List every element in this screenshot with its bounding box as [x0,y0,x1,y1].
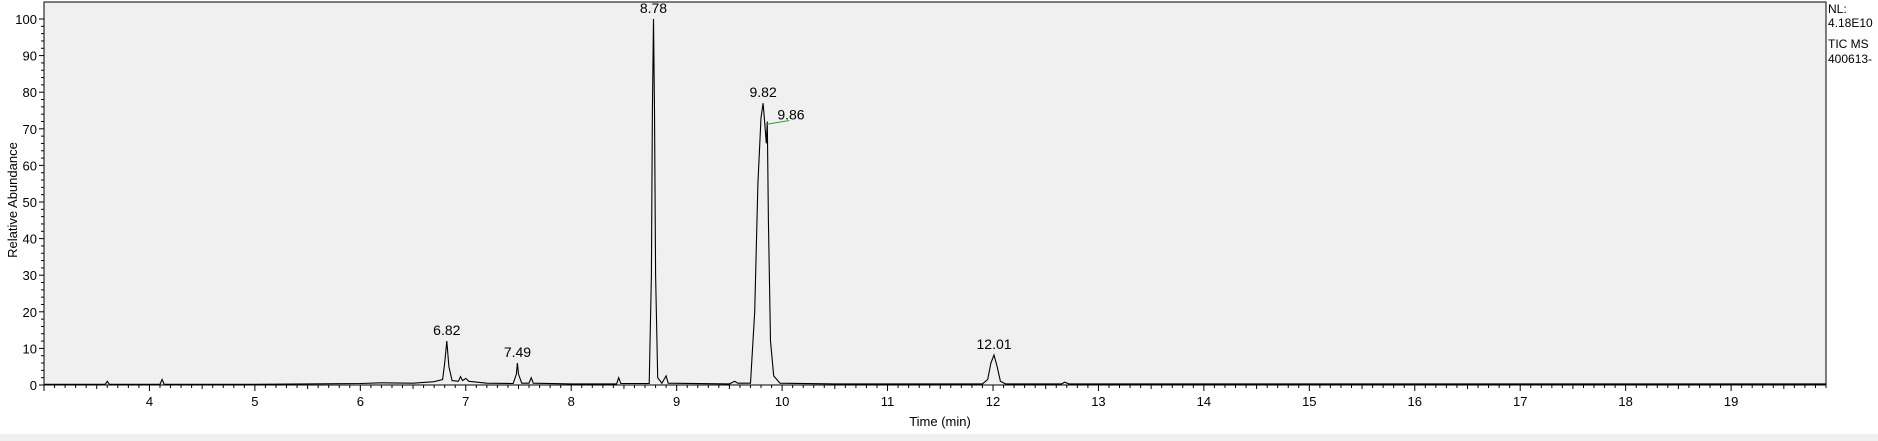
y-tick-label: 100 [15,12,37,27]
peak-label: 9.86 [777,106,804,122]
x-axis-title: Time (min) [909,414,971,429]
y-tick-label: 70 [23,122,37,137]
x-tick-label: 8 [568,394,575,409]
tic-trace-line [44,18,1826,385]
peak-label: 12.01 [977,336,1012,352]
x-tick-label: 9 [673,394,680,409]
peak-label: 8.78 [640,0,667,16]
peak-labels: 6.82 7.49 8.78 9.829.86 12.01 [433,0,1012,360]
plot-area [43,1,1827,386]
peak-label: 6.82 [433,322,460,338]
x-tick-label: 6 [357,394,364,409]
y-tick-label: 0 [30,378,37,393]
y-tick-label: 30 [23,268,37,283]
x-tick-label: 17 [1513,394,1527,409]
peak-label: 9.82 [750,84,777,100]
nl-value: 4.18E10 [1828,16,1873,30]
y-tick-label: 80 [23,85,37,100]
y-axis-title: Relative Abundance [5,142,20,258]
x-tick-label: 5 [251,394,258,409]
trace-type: TIC MS [1828,37,1869,51]
x-tick-label: 13 [1091,394,1105,409]
x-tick-label: 19 [1724,394,1738,409]
y-axis: 0 10 20 30 40 50 60 70 80 90 100 [15,12,44,393]
x-tick-label: 18 [1618,394,1632,409]
y-tick-label: 50 [23,195,37,210]
x-tick-label: 16 [1408,394,1422,409]
x-tick-label: 11 [881,394,895,409]
peak-9.86-marker [765,119,790,125]
x-tick-label: 15 [1302,394,1316,409]
y-tick-label: 60 [23,158,37,173]
y-tick-label: 90 [23,49,37,64]
x-tick-label: 10 [775,394,789,409]
file-name: 400613- [1828,52,1872,66]
x-tick-label: 14 [1197,394,1211,409]
x-tick-label: 7 [462,394,469,409]
nl-label: NL: [1828,2,1847,16]
x-axis: 4 5 6 7 8 9 10 11 12 13 14 15 16 17 18 19 [43,385,1827,409]
x-tick-label: 12 [986,394,1000,409]
y-tick-label: 10 [23,341,37,356]
bottom-strip [0,434,1878,441]
y-tick-label: 40 [23,232,37,247]
y-tick-label: 20 [23,305,37,320]
peak-label: 7.49 [504,344,531,360]
x-tick-label: 4 [146,394,153,409]
